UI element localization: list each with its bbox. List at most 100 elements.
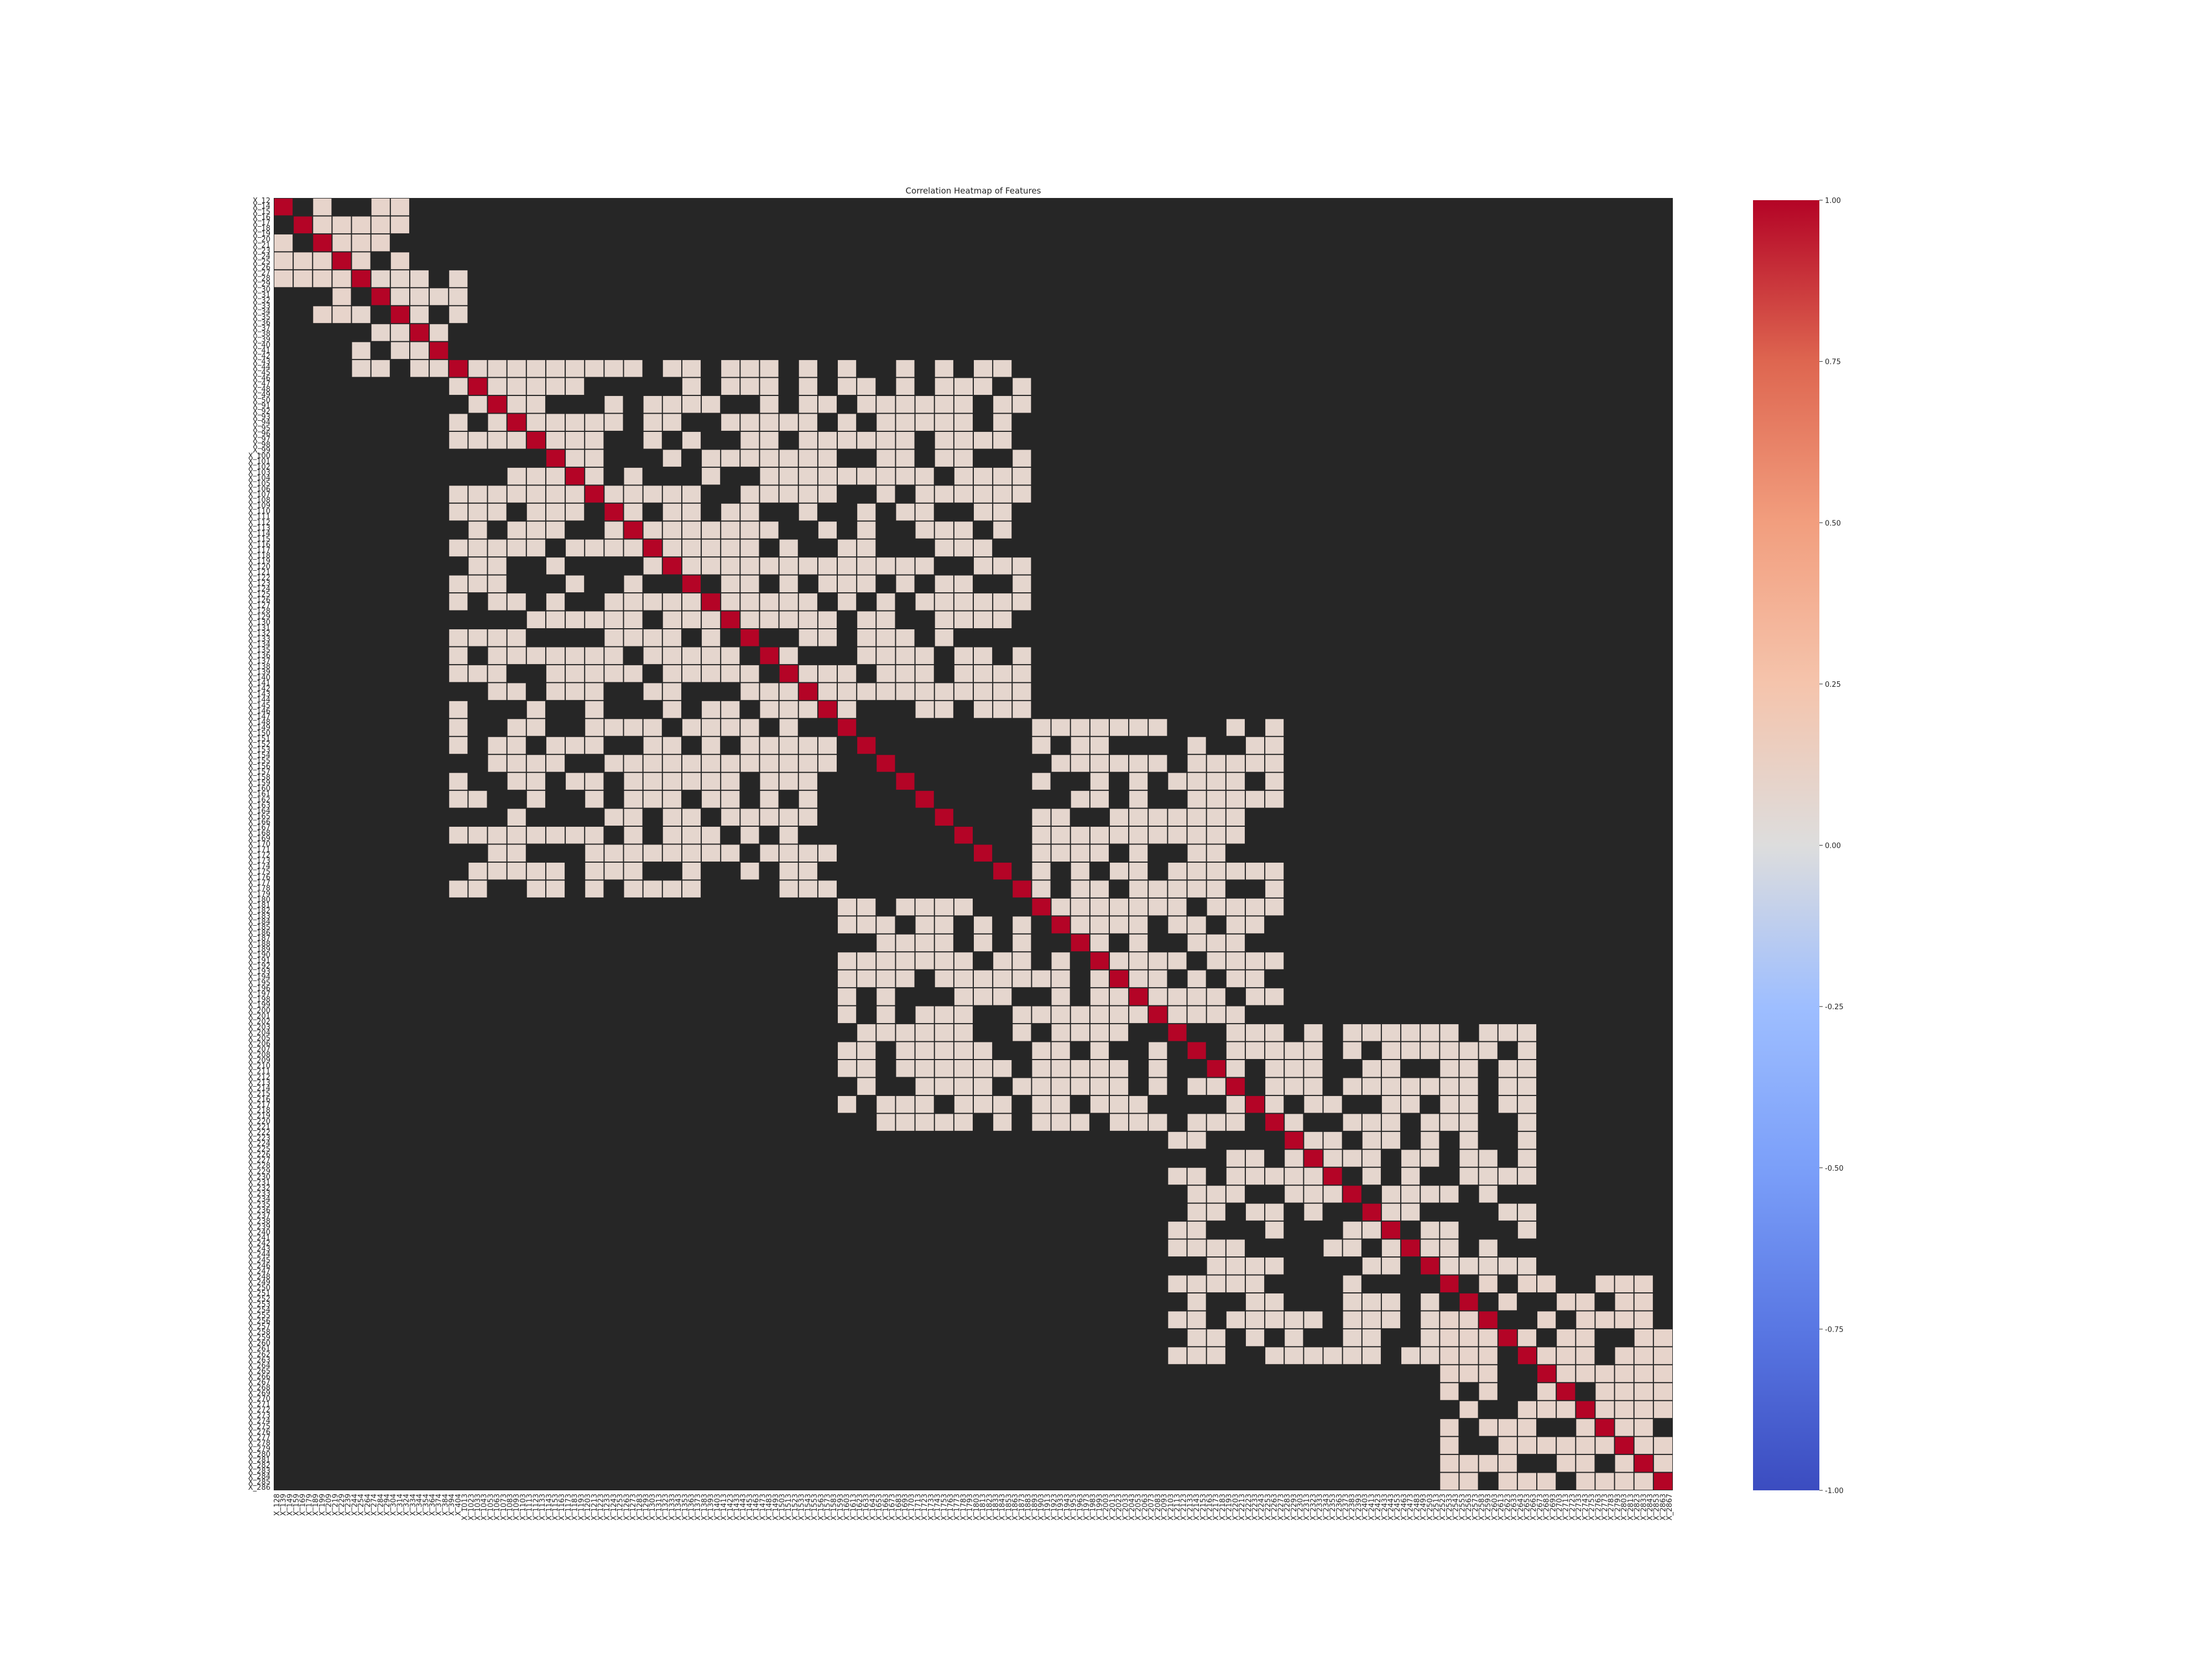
heatmap-cell <box>1440 1042 1459 1059</box>
heatmap-cell <box>1362 1258 1381 1275</box>
heatmap-cell <box>1226 898 1245 916</box>
heatmap-cell <box>682 808 701 826</box>
heatmap-cell <box>896 1042 915 1059</box>
heatmap-cell <box>915 647 934 664</box>
heatmap-cell <box>740 414 759 431</box>
heatmap-cell <box>877 755 895 772</box>
heatmap-cell <box>935 916 953 933</box>
heatmap-cell <box>915 701 934 718</box>
heatmap-cell <box>1362 1167 1381 1185</box>
heatmap-cell <box>604 719 623 736</box>
heatmap-cell <box>1207 934 1225 952</box>
heatmap-cell <box>721 593 740 611</box>
y-tick-label: X_169 <box>248 834 270 843</box>
heatmap-cell <box>604 593 623 611</box>
heatmap-cell <box>1187 862 1206 880</box>
y-tick-label: X_225 <box>248 1145 270 1154</box>
heatmap-cell <box>896 898 915 916</box>
heatmap-cell <box>1071 755 1089 772</box>
heatmap-cell <box>526 486 545 503</box>
heatmap-cell <box>1207 1006 1225 1024</box>
heatmap-cell <box>643 719 662 736</box>
x-tick-label: X_1913 <box>1044 1494 1052 1521</box>
heatmap-cell <box>838 988 857 1005</box>
x-tick-label: X_1103 <box>519 1494 528 1521</box>
y-tick-label: X_209 <box>248 1057 270 1065</box>
heatmap-cell <box>1109 1006 1129 1024</box>
heatmap-cell <box>643 791 662 808</box>
heatmap-cell <box>1304 1024 1323 1041</box>
heatmap-cell <box>702 755 721 772</box>
x-tick-label: X_1213 <box>591 1494 599 1521</box>
x-tick-label: X_199 <box>319 1494 327 1516</box>
y-tick-label: X_126 <box>248 596 270 604</box>
heatmap-cell <box>993 521 1012 539</box>
y-tick-label: X_128 <box>248 607 270 615</box>
y-tick-label: X_49 <box>253 391 270 399</box>
heatmap-cell <box>1634 1293 1653 1311</box>
heatmap-cell <box>1226 1060 1245 1077</box>
heatmap-cell <box>1517 1060 1537 1077</box>
y-tick-label: X_30 <box>253 286 270 294</box>
x-tick-label: X_2623 <box>1504 1494 1512 1521</box>
heatmap-cell <box>566 431 585 449</box>
y-tick-label: X_113 <box>248 524 270 533</box>
heatmap-cell <box>488 414 507 431</box>
x-tick-label: X_1443 <box>739 1494 748 1521</box>
heatmap-cell <box>662 701 681 718</box>
heatmap-cell <box>1576 1365 1595 1383</box>
heatmap-cell <box>1187 1347 1206 1364</box>
heatmap-cell <box>702 791 721 808</box>
y-tick-label: X_238 <box>248 1218 270 1226</box>
heatmap-cell <box>1421 1293 1439 1311</box>
y-tick-label: X_140 <box>248 674 270 682</box>
x-tick-label: X_2373 <box>1342 1494 1350 1521</box>
heatmap-cell <box>954 1060 973 1077</box>
y-tick-label: X_242 <box>248 1240 270 1248</box>
heatmap-cell <box>779 862 798 880</box>
heatmap-cell <box>1421 1042 1439 1059</box>
heatmap-cell <box>1207 1060 1225 1077</box>
heatmap-cell <box>526 378 545 395</box>
heatmap-cell <box>877 629 895 646</box>
x-tick-label: X_2853 <box>1653 1494 1661 1521</box>
heatmap-cell <box>1537 1383 1556 1400</box>
heatmap-cell <box>740 755 759 772</box>
heatmap-cell <box>1517 1095 1537 1113</box>
y-tick-label: X_121 <box>248 568 270 577</box>
y-tick-label: X_234 <box>248 1195 270 1203</box>
heatmap-cell <box>1090 898 1109 916</box>
heatmap-cell <box>974 665 993 682</box>
heatmap-cell <box>488 737 507 754</box>
heatmap-cell <box>857 539 876 557</box>
heatmap-cell <box>1265 755 1284 772</box>
heatmap-cell <box>1129 898 1148 916</box>
heatmap-cell <box>1071 1024 1089 1041</box>
heatmap-cell <box>974 1042 993 1059</box>
heatmap-cell <box>546 647 565 664</box>
heatmap-cell <box>566 575 585 593</box>
heatmap-cell <box>682 378 701 395</box>
heatmap-cell <box>954 952 973 969</box>
heatmap-cell <box>993 503 1012 521</box>
heatmap-cell <box>1479 1383 1498 1400</box>
heatmap-cell <box>1032 1006 1051 1024</box>
heatmap-cell <box>624 719 643 736</box>
heatmap-cell <box>974 611 993 628</box>
y-tick-label: X_173 <box>248 857 270 865</box>
heatmap-cell <box>1013 683 1031 700</box>
x-tick-label: X_1413 <box>720 1494 728 1521</box>
heatmap-cell <box>1459 1131 1478 1149</box>
heatmap-cell <box>740 431 759 449</box>
heatmap-cell <box>896 431 915 449</box>
x-tick-label: X_2273 <box>1277 1494 1285 1521</box>
heatmap-cell <box>604 414 623 431</box>
heatmap-cell <box>993 1114 1012 1131</box>
x-tick-label: X_2863 <box>1659 1494 1667 1521</box>
heatmap-cell <box>1226 952 1245 969</box>
heatmap-cell <box>1071 1006 1089 1024</box>
heatmap-cell <box>1421 1311 1439 1328</box>
heatmap-cell <box>993 701 1012 718</box>
heatmap-cell <box>1168 988 1187 1005</box>
heatmap-cell <box>877 970 895 988</box>
